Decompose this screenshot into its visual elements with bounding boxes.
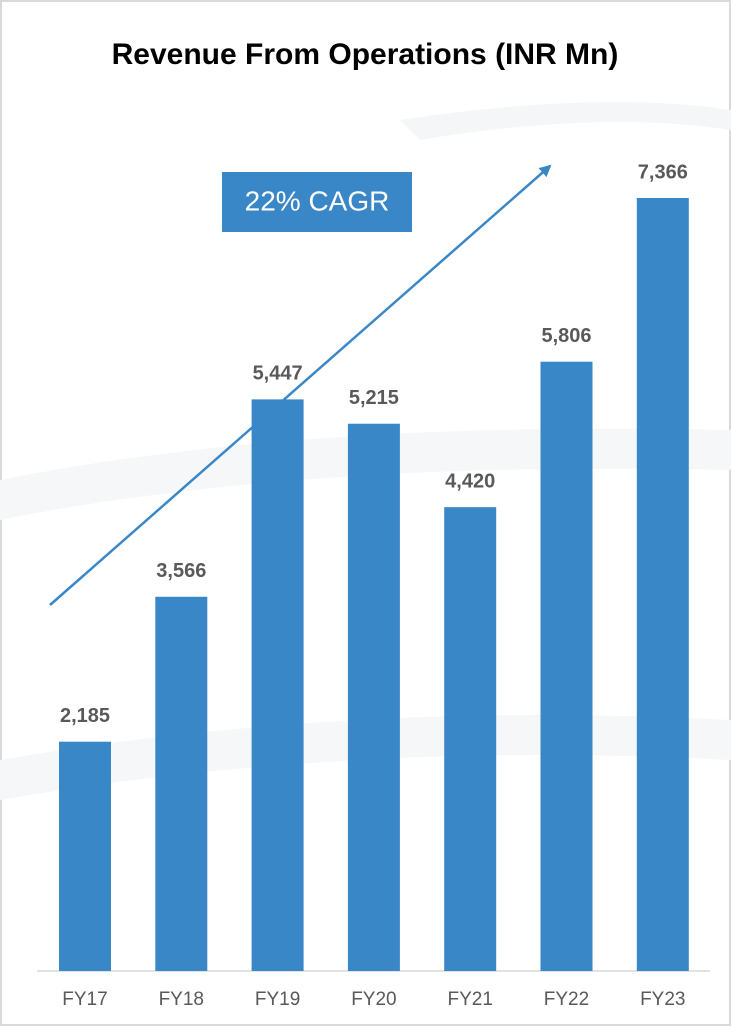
x-tick-label: FY21 bbox=[447, 989, 492, 1010]
annotation-box bbox=[222, 172, 412, 232]
value-label: 4,420 bbox=[445, 470, 495, 492]
annotation: 22% CAGR bbox=[245, 185, 390, 216]
bar bbox=[636, 198, 689, 971]
value-label: 3,566 bbox=[156, 560, 206, 582]
background-swoosh bbox=[400, 102, 731, 140]
value-label: 5,447 bbox=[253, 363, 303, 385]
x-tick-label: FY23 bbox=[640, 989, 685, 1010]
value-label: 5,215 bbox=[349, 387, 399, 409]
x-tick-label: FY20 bbox=[351, 989, 396, 1010]
bar bbox=[251, 399, 304, 972]
x-tick-label: FY17 bbox=[62, 989, 107, 1010]
x-tick-label: FY18 bbox=[159, 989, 204, 1010]
x-tick-label: FY22 bbox=[544, 989, 589, 1010]
bar bbox=[59, 741, 111, 971]
chart-title: Revenue From Operations (INR Mn) bbox=[112, 38, 619, 71]
bar bbox=[540, 361, 593, 971]
value-label: 5,806 bbox=[541, 325, 591, 347]
bar bbox=[347, 423, 400, 971]
value-label: 2,185 bbox=[60, 705, 110, 727]
x-tick-label: FY19 bbox=[255, 989, 300, 1010]
value-label: 7,366 bbox=[638, 161, 688, 183]
bar bbox=[444, 507, 497, 971]
trend-arrow bbox=[49, 164, 552, 606]
bar bbox=[155, 596, 208, 971]
